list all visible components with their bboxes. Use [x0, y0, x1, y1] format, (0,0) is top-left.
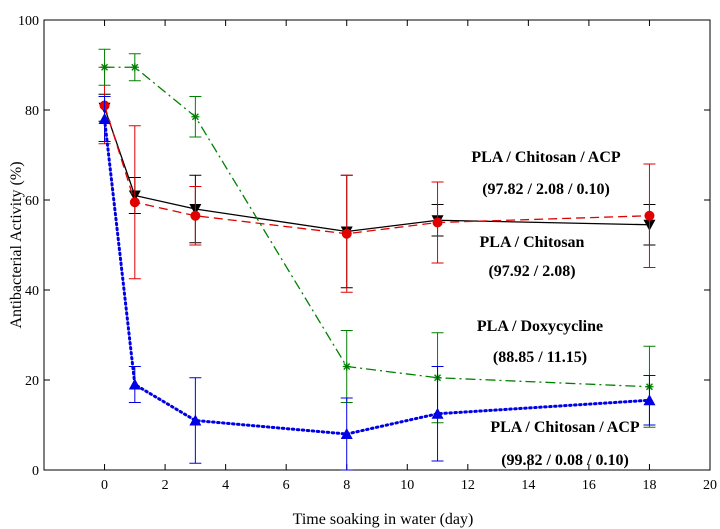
series-3: [98, 96, 656, 471]
series-1: [98, 66, 656, 293]
data-point: [431, 407, 444, 419]
series-layer: [98, 48, 656, 471]
x-tick-label: 6: [283, 478, 290, 493]
y-tick-label: 60: [25, 194, 39, 209]
series-line: [104, 66, 650, 388]
y-tick-label: 40: [25, 284, 39, 299]
x-tick-label: 0: [101, 478, 108, 493]
y-tick-label: 80: [25, 104, 39, 119]
annotation-name-pla-chitosan: PLA / Chitosan: [480, 234, 585, 251]
y-tick-label: 20: [25, 374, 39, 389]
data-point: [190, 210, 201, 221]
data-point: [98, 113, 111, 124]
data-point: [128, 378, 141, 390]
series-line: [103, 105, 650, 235]
data-point: [342, 362, 351, 371]
x-tick-label: 8: [343, 478, 350, 493]
annotation-name-pla-chitosan-acp-b: PLA / Chitosan / ACP: [490, 419, 640, 436]
plot-frame: [43, 19, 711, 471]
annotation-comp-pla-doxycycline: (88.85 / 11.15): [493, 349, 587, 366]
annotation-name-pla-chitosan-acp-a: PLA / Chitosan / ACP: [471, 149, 621, 166]
x-tick-label: 14: [521, 478, 535, 493]
data-point: [432, 217, 443, 228]
data-point: [341, 228, 352, 239]
data-point: [129, 197, 140, 208]
x-tick-label: 2: [162, 478, 169, 493]
x-tick-label: 18: [642, 478, 656, 493]
annotation-comp-pla-chitosan-acp-a: (97.82 / 2.08 / 0.10): [482, 181, 610, 198]
data-point: [644, 210, 655, 221]
x-tick-label: 12: [461, 478, 475, 493]
y-tick-label: 100: [18, 14, 39, 29]
y-tick-label: 0: [32, 464, 39, 479]
annotation-comp-pla-chitosan: (97.92 / 2.08): [488, 263, 575, 280]
annotation-comp-pla-chitosan-acp-b: (99.82 / 0.08 / 0.10): [501, 452, 629, 469]
series-line: [103, 117, 651, 436]
x-tick-label: 10: [400, 478, 414, 493]
x-axis-label: Time soaking in water (day): [293, 511, 474, 528]
data-point: [340, 428, 353, 439]
data-point: [100, 63, 109, 72]
series-line: [103, 107, 650, 233]
annotation-name-pla-doxycycline: PLA / Doxycycline: [477, 318, 603, 335]
data-point: [191, 112, 200, 121]
axis-ticks: 0 2 4 6 8 10 12 14 16 18 20 0 20 40 60 80 100: [18, 14, 717, 493]
y-axis-label: Antibacterial Activity (%): [8, 161, 25, 328]
data-point: [130, 63, 139, 72]
x-tick-label: 4: [222, 478, 229, 493]
x-tick-label: 16: [582, 478, 596, 493]
x-tick-label: 20: [703, 478, 717, 493]
data-point: [643, 394, 656, 406]
data-point: [189, 414, 202, 426]
